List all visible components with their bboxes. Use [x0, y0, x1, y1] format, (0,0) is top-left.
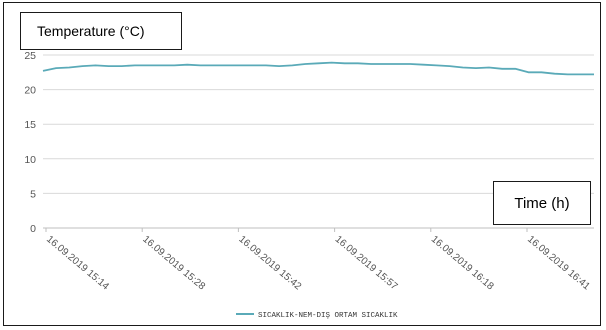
y-tick-label: 25: [24, 50, 36, 62]
chart-frame: [3, 2, 601, 326]
legend-label: SICAKLIK-NEM-DIŞ ORTAM SICAKLIK: [258, 312, 398, 320]
x-axis-label: Time (h): [493, 181, 591, 225]
y-tick-label: 20: [24, 85, 36, 97]
y-tick-label: 5: [30, 188, 36, 200]
y-axis-label: Temperature (°C): [20, 12, 182, 50]
x-tick-label: 16.09.2019 15:57: [333, 234, 400, 293]
y-tick-label: 15: [24, 119, 36, 131]
x-tick-label: 16.09.2019 15:14: [44, 234, 111, 293]
y-tick-label: 0: [30, 223, 36, 235]
x-tick-label: 16.09.2019 16:18: [429, 234, 496, 293]
y-tick-label: 10: [24, 154, 36, 166]
series-line: [42, 61, 594, 76]
x-tick-label: 16.09.2019 16:41: [525, 234, 592, 293]
x-tick-label: 16.09.2019 15:28: [140, 234, 207, 293]
x-tick-label: 16.09.2019 15:42: [236, 234, 303, 293]
